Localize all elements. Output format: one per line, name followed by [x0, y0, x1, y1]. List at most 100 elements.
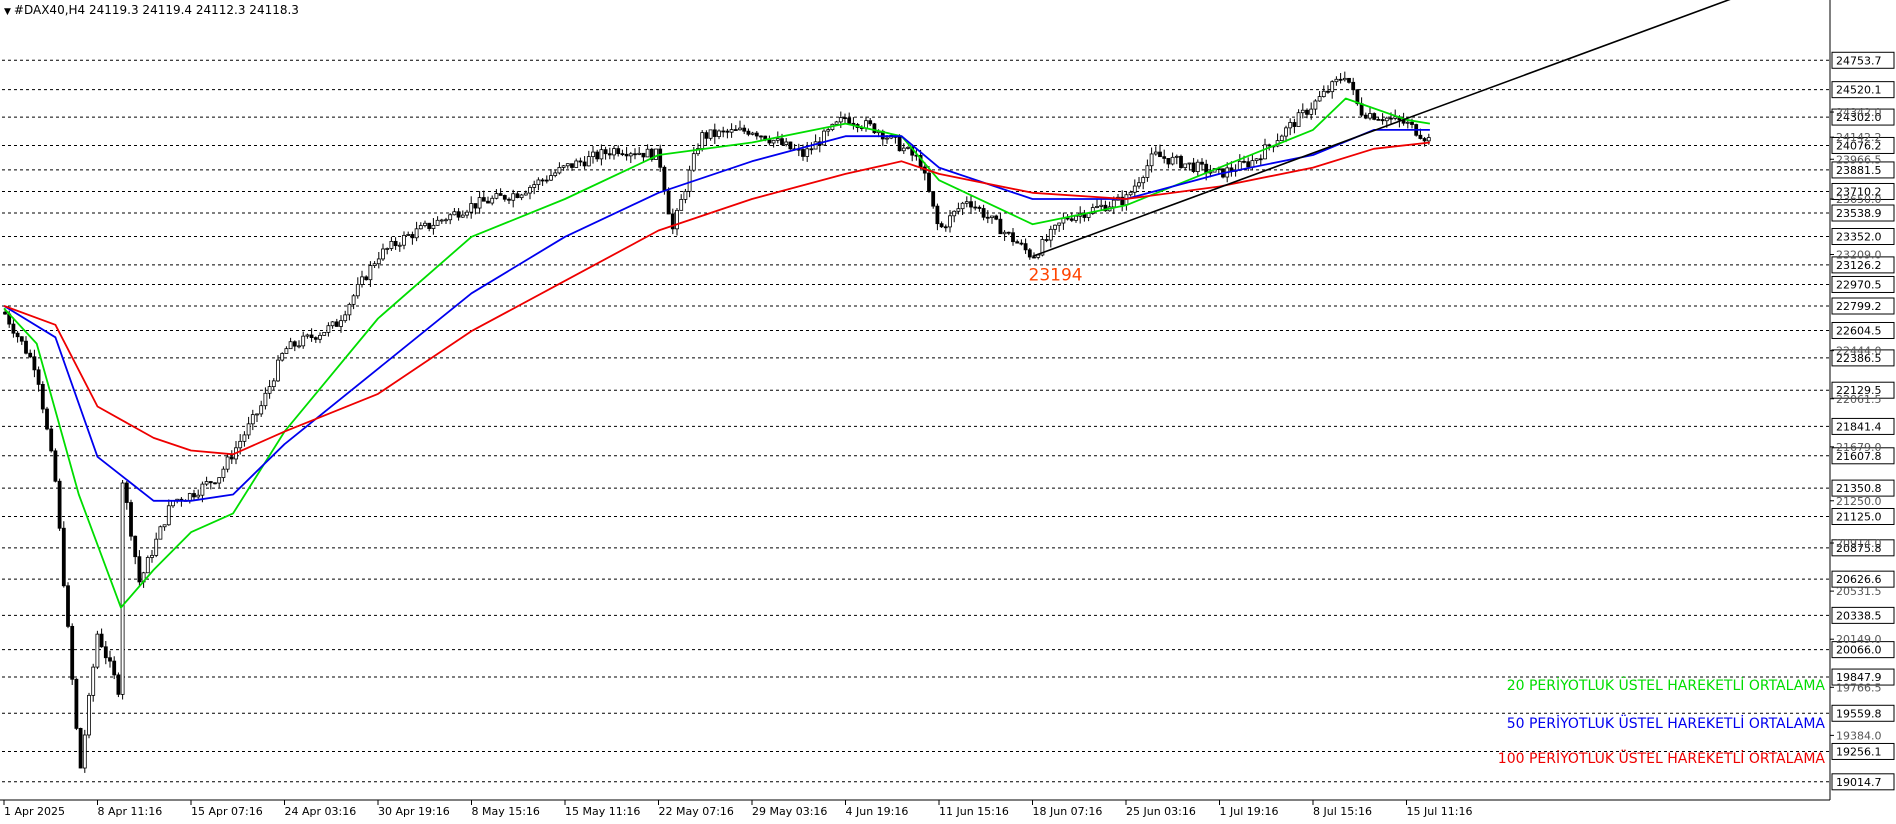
ema-line [3, 129, 1430, 502]
candle-body [297, 345, 301, 348]
trendline-layer[interactable]: 23194 [1029, 0, 1753, 285]
candle-body [448, 214, 453, 221]
price-tick-label: 23650.0 [1836, 193, 1882, 206]
candle-body [402, 234, 406, 246]
candle-body [691, 153, 696, 171]
candle-body [280, 353, 285, 361]
time-tick-label: 4 Jun 19:16 [846, 805, 909, 818]
candle-body [1027, 249, 1032, 258]
candle-body [1330, 81, 1335, 93]
candle-body [473, 203, 478, 209]
candle-body [1074, 215, 1078, 221]
price-level-box [1831, 507, 1895, 525]
price-tick-label: 20149.0 [1836, 633, 1882, 646]
candle-body [1191, 162, 1196, 172]
candle-body [1309, 108, 1314, 115]
candle-body [864, 120, 868, 129]
price-level-box [1831, 381, 1895, 399]
trendline[interactable] [1032, 0, 1753, 258]
candle-body [1162, 156, 1167, 159]
candle-body [1145, 165, 1150, 178]
candle-body [1044, 239, 1049, 241]
candle-body [1032, 256, 1036, 259]
candle-body [1258, 158, 1263, 161]
candle-body [397, 244, 402, 247]
candle-body [511, 193, 516, 201]
candle-body [246, 423, 251, 436]
legend: 20 PERİYOTLUK ÜSTEL HAREKETLİ ORTALAMA 50… [1498, 676, 1826, 767]
candle-body [1006, 231, 1011, 234]
candle-body [465, 211, 469, 216]
candle-body [103, 646, 108, 659]
candle-body [313, 337, 318, 340]
candle-body [1023, 243, 1028, 251]
candle-body [368, 265, 373, 281]
candle-body [204, 481, 209, 485]
dropdown-triangle-icon[interactable]: ▼ [4, 7, 11, 17]
candle-body [393, 240, 398, 247]
candle-body [1313, 100, 1318, 110]
candle-body [578, 160, 583, 163]
candle-body [1342, 77, 1347, 81]
price-level-label: 21607.8 [1836, 450, 1882, 463]
price-level-box [1831, 742, 1895, 760]
candle-body [696, 148, 700, 155]
candle-body [82, 734, 87, 769]
candle-body [641, 152, 646, 158]
candle-body [767, 139, 772, 144]
candle-body [616, 148, 621, 155]
candle-body [1384, 117, 1389, 122]
candle-body [288, 341, 293, 350]
candle-body [145, 557, 150, 574]
candle-body [788, 141, 793, 150]
candle-body [595, 151, 600, 160]
candle-body [1376, 118, 1381, 121]
price-level-box [1831, 773, 1895, 791]
candle-body [809, 148, 814, 151]
candle-body [133, 535, 138, 558]
candle-body [238, 440, 243, 449]
time-tick-label: 22 May 07:16 [659, 805, 734, 818]
candle-body [263, 392, 268, 407]
candle-body [1254, 158, 1259, 162]
candle-body [208, 481, 213, 484]
candle-body [742, 127, 747, 132]
candle-body [939, 223, 944, 228]
time-tick-label: 1 Apr 2025 [4, 805, 65, 818]
candle-body [1338, 78, 1343, 81]
price-level-label: 24520.1 [1836, 84, 1882, 97]
time-tick-label: 15 May 11:16 [565, 805, 640, 818]
candle-body [196, 494, 201, 498]
candle-body [780, 138, 784, 145]
candle-body [45, 408, 49, 430]
candle-body [292, 341, 297, 347]
price-level-label: 20875.8 [1836, 542, 1882, 555]
price-level-label: 19256.1 [1836, 745, 1882, 758]
time-tick-label: 11 Jun 15:16 [939, 805, 1009, 818]
price-level-box [1831, 417, 1895, 435]
candle-body [721, 130, 726, 133]
candle-body [334, 321, 339, 327]
candle-body [372, 263, 377, 266]
candle-body [431, 224, 436, 229]
price-level-label: 22799.2 [1836, 300, 1882, 313]
candle-body [381, 248, 385, 260]
candle-body [61, 527, 66, 587]
candle-body [557, 167, 562, 174]
symbol-ohlc-text: #DAX40,H4 24119.3 24119.4 24112.3 24118.… [13, 3, 299, 17]
candle-body [591, 151, 595, 158]
time-tick-label: 15 Jul 11:16 [1407, 805, 1473, 818]
price-tick-label: 22444.0 [1836, 345, 1882, 358]
candle-body [271, 380, 276, 388]
candle-body [628, 153, 633, 157]
candle-body [456, 211, 461, 218]
price-level-box [1831, 228, 1895, 246]
candle-body [95, 633, 100, 668]
time-axis: 1 Apr 2025 8 Apr 11:16 15 Apr 07:16 24 Apr … [3, 800, 1473, 818]
candle-body [385, 248, 390, 250]
candle-body [843, 117, 847, 120]
candle-body [670, 213, 675, 230]
swing-low-label: 23194 [1029, 265, 1083, 285]
